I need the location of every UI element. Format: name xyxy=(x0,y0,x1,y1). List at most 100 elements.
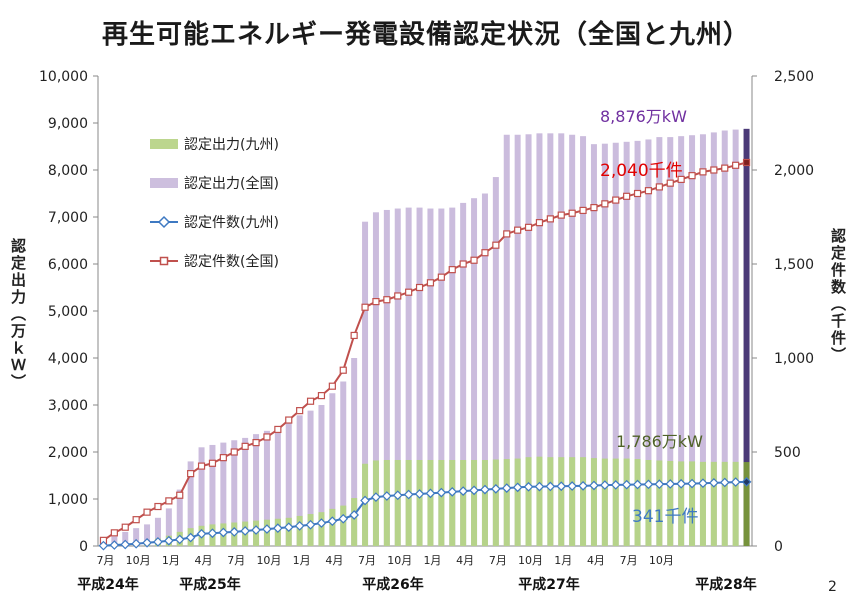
point-count-zenkoku xyxy=(361,303,369,311)
bar-output-zenkoku xyxy=(154,517,161,546)
annotation-zenkoku-output: 8,876万kW xyxy=(600,107,687,126)
point-count-kyushu xyxy=(251,525,261,535)
bar-output-zenkoku xyxy=(721,130,728,546)
point-count-kyushu xyxy=(174,534,185,545)
point-count-kyushu xyxy=(447,487,458,497)
point-count-kyushu xyxy=(316,518,327,528)
point-count-zenkoku xyxy=(350,331,358,340)
bar-output-zenkoku xyxy=(732,129,739,546)
x-tick-month-label: 1月 xyxy=(293,554,311,567)
point-count-kyushu xyxy=(294,521,305,531)
point-count-kyushu xyxy=(556,481,567,492)
point-count-kyushu xyxy=(98,540,109,551)
bar-output-zenkoku xyxy=(547,133,554,546)
bar-output-kyushu xyxy=(580,457,587,546)
y-tick-left-label: 1,000 xyxy=(48,492,88,508)
bar-output-zenkoku xyxy=(242,437,249,546)
point-count-kyushu xyxy=(698,478,708,489)
legend-label-count-kyushu: 認定件数(九州) xyxy=(184,214,279,231)
point-count-zenkoku xyxy=(710,166,718,174)
bar-output-kyushu xyxy=(481,459,488,546)
bar-output-zenkoku xyxy=(525,134,532,546)
bar-output-kyushu xyxy=(372,460,379,546)
point-count-kyushu xyxy=(403,489,414,500)
bar-output-zenkoku xyxy=(678,136,685,546)
point-count-kyushu xyxy=(687,478,697,489)
point-count-kyushu xyxy=(632,479,643,490)
bar-output-zenkoku xyxy=(601,143,608,546)
y-tick-left-label: 8,000 xyxy=(48,163,88,179)
point-count-kyushu xyxy=(185,532,196,543)
bar-output-kyushu xyxy=(514,458,521,546)
x-tick-month-label: 10月 xyxy=(126,554,151,567)
point-count-kyushu xyxy=(567,481,577,491)
bar-output-kyushu xyxy=(634,459,641,546)
point-count-zenkoku xyxy=(154,502,162,511)
bar-output-zenkoku xyxy=(405,207,412,546)
point-count-kyushu xyxy=(207,528,218,539)
point-count-zenkoku xyxy=(208,459,217,467)
point-count-zenkoku xyxy=(296,407,304,415)
bar-output-zenkoku xyxy=(612,142,619,547)
point-count-zenkoku xyxy=(655,183,663,191)
point-count-kyushu xyxy=(327,516,338,527)
x-tick-month-label: 1月 xyxy=(162,554,180,567)
x-tick-month-label: 7月 xyxy=(358,554,376,567)
point-count-zenkoku xyxy=(328,382,336,390)
x-tick-month-label: 10月 xyxy=(387,554,412,567)
legend-swatch-output-zenkoku xyxy=(150,177,178,188)
point-count-zenkoku xyxy=(732,161,740,169)
bar-output-zenkoku xyxy=(253,434,260,546)
bar-output-zenkoku xyxy=(329,393,336,546)
point-count-zenkoku xyxy=(372,298,380,306)
x-tick-month-label: 10月 xyxy=(256,554,281,567)
legend-swatch-count-kyushu xyxy=(150,215,178,228)
point-count-zenkoku xyxy=(394,292,402,300)
bar-output-zenkoku xyxy=(274,426,281,546)
bar-output-kyushu xyxy=(656,460,663,546)
point-count-kyushu xyxy=(240,526,250,536)
legend-item-count-zenkoku: 認定件数(全国) xyxy=(150,241,279,280)
point-count-zenkoku xyxy=(535,219,544,227)
point-count-zenkoku xyxy=(110,529,118,537)
y-tick-right-label: 1,500 xyxy=(774,257,814,273)
point-count-zenkoku xyxy=(590,204,598,212)
x-tick-month-label: 4月 xyxy=(587,554,605,567)
point-count-zenkoku xyxy=(263,433,271,441)
bar-output-zenkoku xyxy=(743,128,750,546)
y-tick-left-label: 10,000 xyxy=(39,69,88,85)
point-count-zenkoku xyxy=(121,523,129,531)
bar-output-zenkoku xyxy=(231,440,238,546)
point-count-zenkoku xyxy=(644,187,653,195)
point-count-zenkoku xyxy=(546,215,554,223)
x-tick-month-label: 7月 xyxy=(489,554,507,567)
page-number: 2 xyxy=(828,579,837,595)
bar-output-zenkoku xyxy=(656,137,663,546)
point-count-kyushu xyxy=(719,477,730,488)
point-count-zenkoku xyxy=(601,200,609,208)
bar-output-zenkoku xyxy=(383,209,390,546)
bar-output-kyushu xyxy=(427,459,434,546)
y-tick-right-label: 2,000 xyxy=(774,163,814,179)
bar-output-zenkoku xyxy=(362,221,369,546)
y-axis-left-label: 認定出力（万ｋＷ） xyxy=(9,238,27,391)
bar-output-kyushu xyxy=(329,508,336,546)
bar-output-kyushu xyxy=(318,512,325,546)
point-count-kyushu xyxy=(589,480,599,491)
point-count-kyushu xyxy=(305,519,316,530)
point-count-zenkoku xyxy=(557,211,565,219)
point-count-zenkoku xyxy=(481,249,489,257)
bar-output-kyushu xyxy=(296,515,303,546)
point-count-kyushu xyxy=(676,478,686,489)
y-tick-right-label: 0 xyxy=(774,539,783,555)
point-count-kyushu xyxy=(131,538,141,549)
bar-output-zenkoku xyxy=(580,136,587,546)
bar-output-zenkoku xyxy=(667,137,674,546)
bar-output-kyushu xyxy=(689,461,696,546)
point-count-zenkoku xyxy=(426,279,435,287)
bar-output-kyushu xyxy=(590,458,597,546)
bar-output-kyushu xyxy=(569,457,576,546)
point-count-zenkoku xyxy=(383,296,391,304)
x-tick-month-label: 7月 xyxy=(96,554,114,567)
bar-output-zenkoku xyxy=(460,202,467,546)
